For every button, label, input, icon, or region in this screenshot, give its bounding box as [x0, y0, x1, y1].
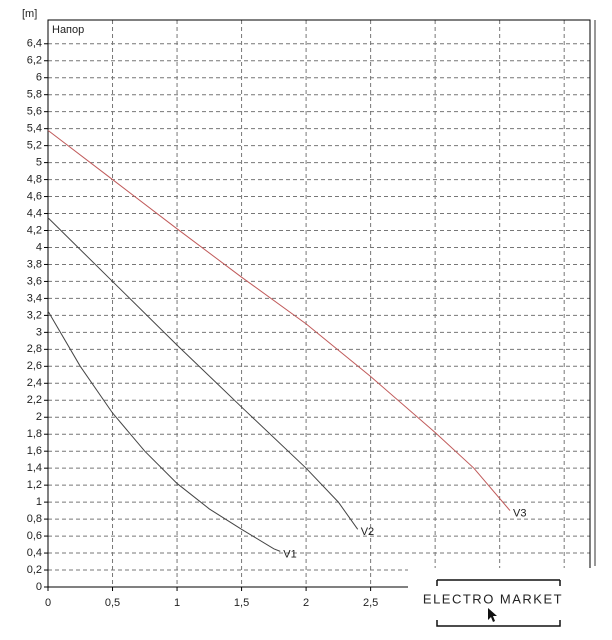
x-tick-label: 0: [45, 597, 51, 609]
x-tick-label: 1: [174, 597, 180, 609]
plot-border: [47, 19, 591, 588]
y-tick-label: 4,4: [27, 207, 42, 219]
y-tick-label: 3,2: [27, 309, 42, 321]
y-tick-label: 4,6: [27, 190, 42, 202]
x-tick-label: 0,5: [105, 597, 120, 609]
watermark-title: ELECTRO MARKET: [423, 591, 563, 606]
y-tick-label: 2,4: [27, 377, 42, 389]
watermark: ELECTRO MARKET: [408, 568, 608, 638]
y-tick-label: 3,4: [27, 292, 42, 304]
y-tick-label: 5: [36, 157, 42, 169]
y-tick-label: 4,2: [27, 224, 42, 236]
y-tick-label: 4,8: [27, 173, 42, 185]
y-tick-label: 1,6: [27, 445, 42, 457]
x-tick-label: 2,5: [363, 597, 378, 609]
y-tick-label: 2,2: [27, 394, 42, 406]
curve-label: V2: [361, 526, 374, 538]
y-tick-label: 3: [36, 326, 42, 338]
x-tick-label: 1,5: [234, 597, 249, 609]
y-tick-label: 2,6: [27, 360, 42, 372]
y-tick-label: 5,4: [27, 123, 42, 135]
y-tick-label: 0: [36, 581, 42, 593]
y-tick-label: 1,2: [27, 479, 42, 491]
plot-area: 0 0,2 0,4 0,6 0,8 1 1,2 1,4 1,6 1,8 2 2,2 2,4 2,6 2,8 3…: [27, 19, 591, 609]
watermark-frame: [436, 579, 561, 627]
y-tick-label: 0,8: [27, 513, 42, 525]
y-tick-label: 4: [36, 241, 42, 253]
curve: [47, 129, 511, 511]
y-tick-label: 5,8: [27, 89, 42, 101]
cursor-icon: [488, 608, 497, 622]
y-tick-label: 5,2: [27, 140, 42, 152]
curve: [47, 217, 359, 530]
y-tick-label: 6,2: [27, 55, 42, 67]
y-tick-label: 1: [36, 496, 42, 508]
y-tick-label: 3,8: [27, 258, 42, 270]
y-tick-label: 0,2: [27, 564, 42, 576]
curve: [47, 310, 281, 552]
plot-background: [48, 20, 590, 587]
y-axis-label: [m]: [22, 8, 37, 20]
y-tick-label: 5,6: [27, 106, 42, 118]
y-tick-label: 2: [36, 411, 42, 423]
y-tick-label: 6,4: [27, 38, 42, 50]
y-tick-label: 0,4: [27, 547, 42, 559]
x-tick-label: 2: [303, 597, 309, 609]
y-tick-label: 0,6: [27, 530, 42, 542]
y-tick-label: 6: [36, 72, 42, 84]
y-tick-label: 2,8: [27, 343, 42, 355]
annotation: Напор: [52, 24, 84, 36]
y-tick-label: 3,6: [27, 275, 42, 287]
y-tick-label: 1,8: [27, 428, 42, 440]
curve-label: V3: [513, 508, 526, 520]
y-tick-label: 1,4: [27, 462, 42, 474]
curve-label: V1: [283, 548, 296, 560]
